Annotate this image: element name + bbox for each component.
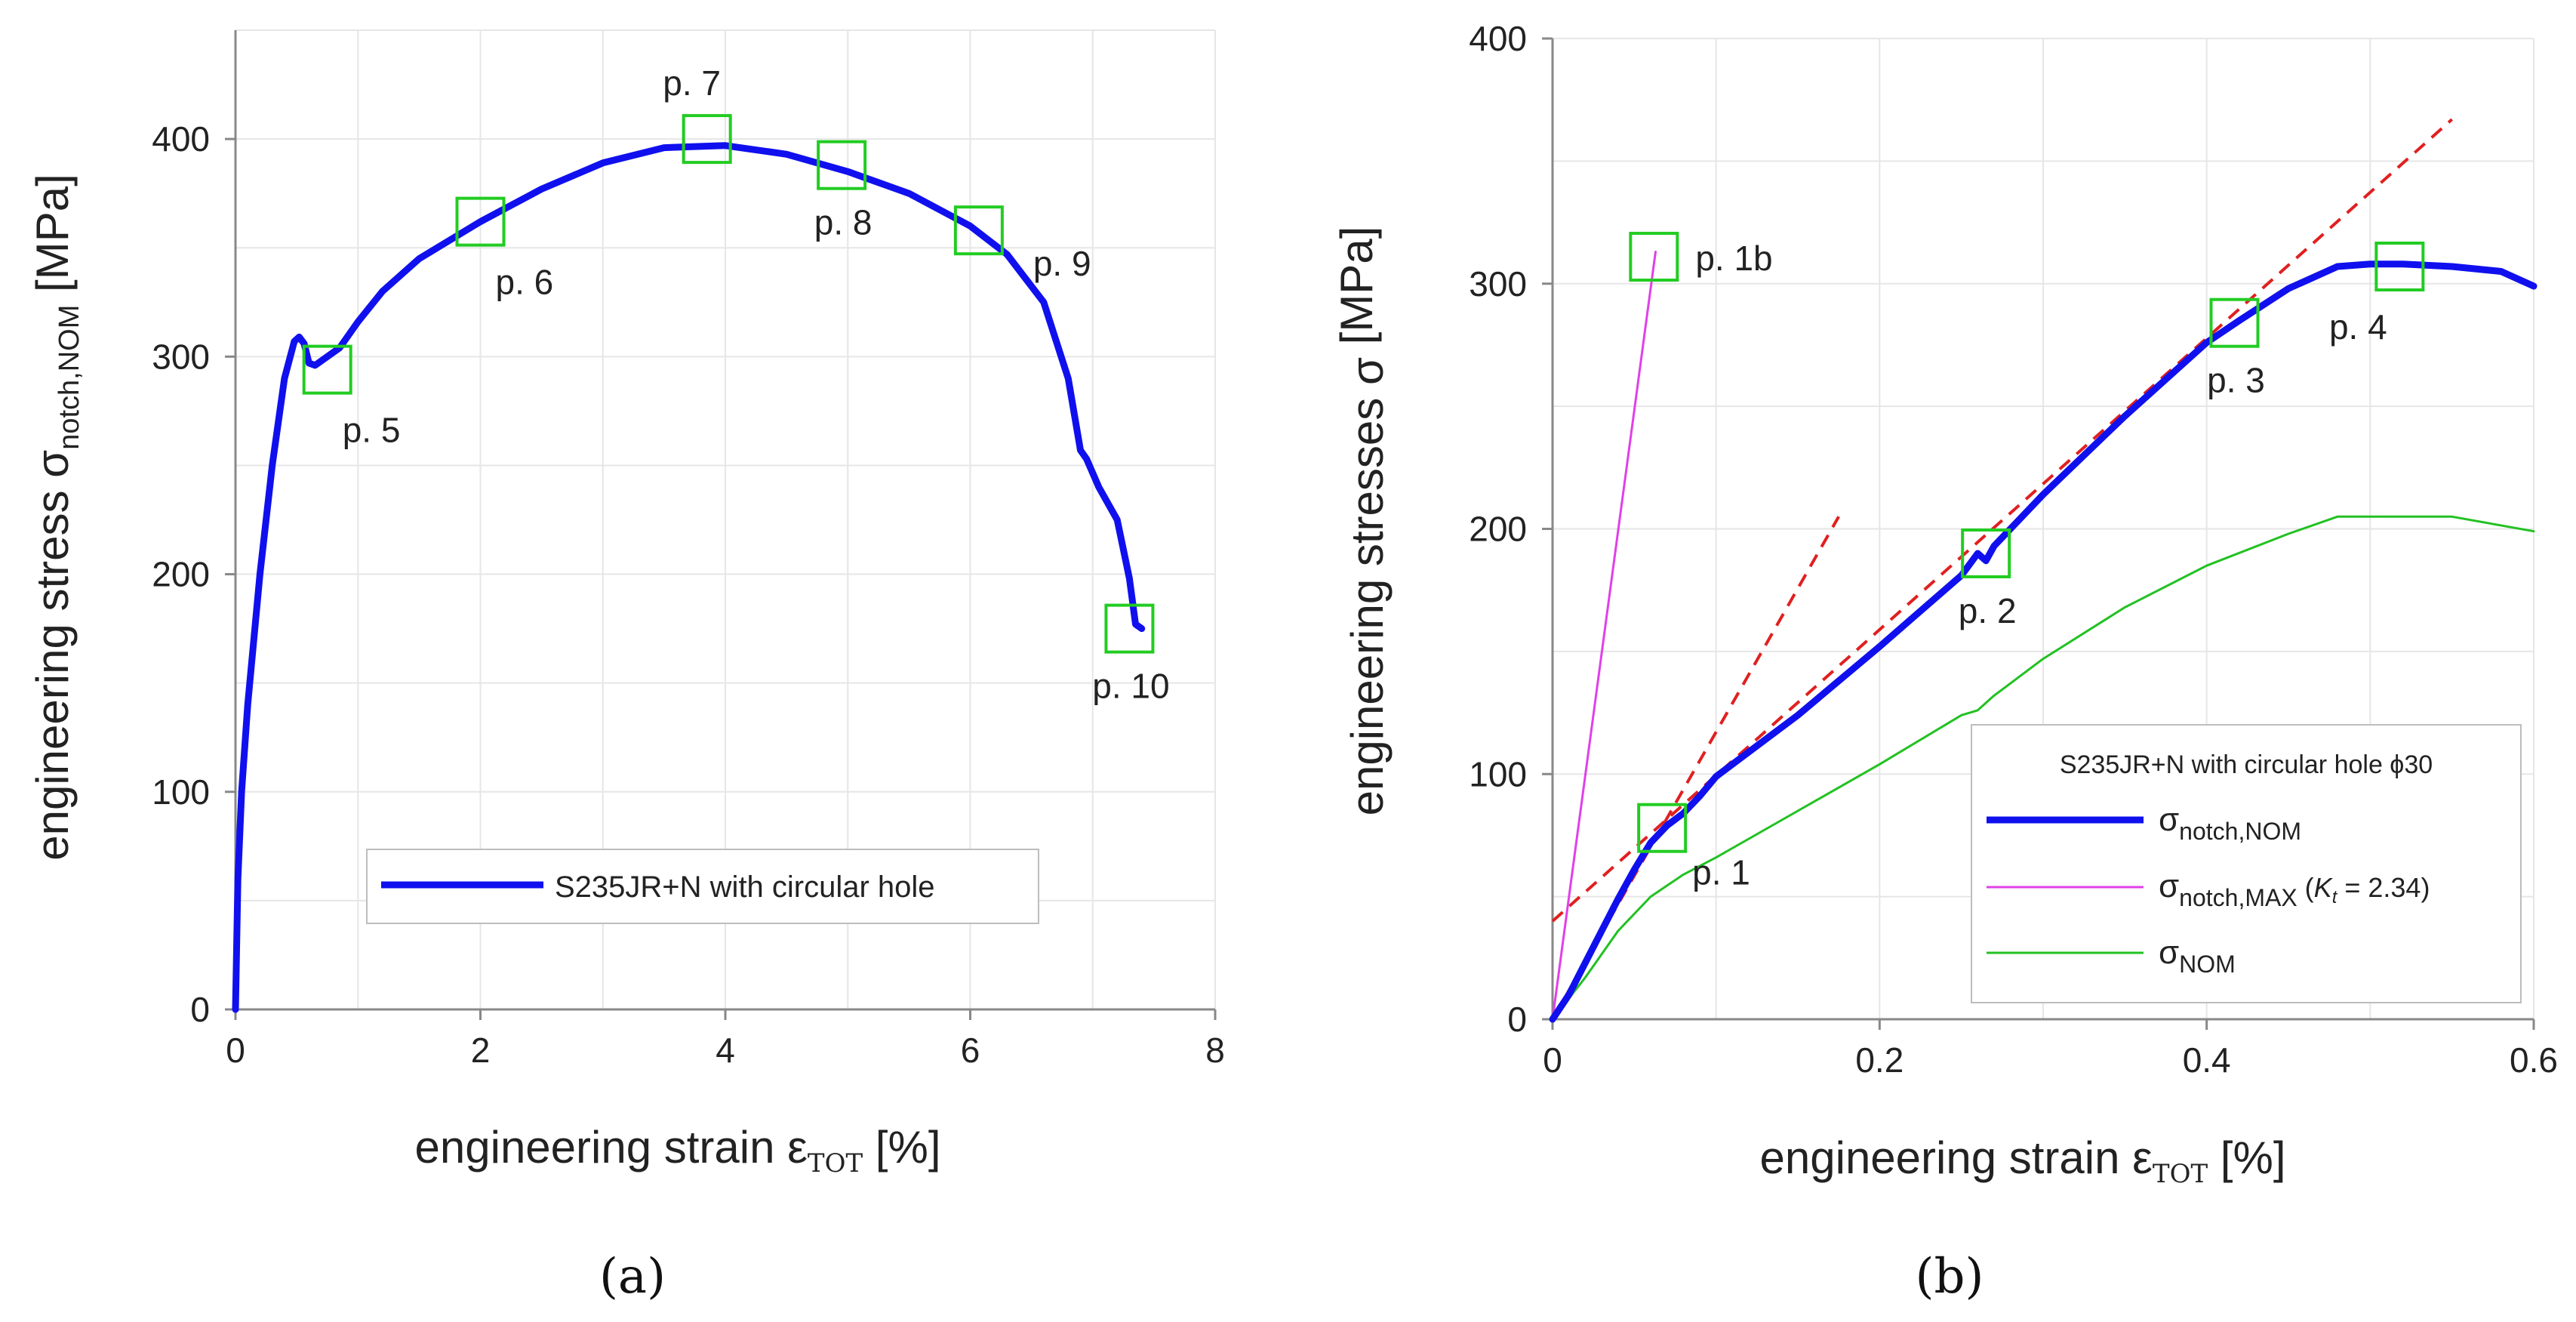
y-tick-label: 100 xyxy=(1469,754,1527,794)
point-label: p. 2 xyxy=(1959,591,2017,630)
chart-b-legend-box xyxy=(1971,724,2522,1003)
chart-a-series xyxy=(232,142,1146,1013)
point-label: p. 1 xyxy=(1692,853,1750,892)
chart-a-xlabel: engineering strain εTOT [%] xyxy=(415,1122,941,1179)
chart-a-markers: p. 5 p. 6 p. 7 p. 8 p. 9 p. 10 xyxy=(302,63,1170,706)
chart-a-ticks: 0 2 4 6 8 0 100 200 300 400 xyxy=(152,119,1225,1070)
series-line xyxy=(1551,251,1657,1021)
chart-b-legend-label-notch-nom: σnotch,NOM xyxy=(2159,801,2301,845)
caption-a: (a) xyxy=(599,1249,666,1305)
point-marker xyxy=(2374,242,2425,292)
point-label: p. 1b xyxy=(1695,239,1772,278)
chart-b-ylabel: engineering stresses σ [MPa] xyxy=(1331,226,1393,816)
point-label: p. 10 xyxy=(1092,667,1169,706)
point-marker xyxy=(1637,803,1688,853)
point-marker xyxy=(2209,297,2260,348)
point-marker xyxy=(1104,603,1155,654)
x-tick-label: 0.4 xyxy=(2183,1040,2231,1080)
y-tick-label: 0 xyxy=(1507,1000,1527,1039)
series-line xyxy=(232,142,1146,1013)
y-tick-label: 300 xyxy=(1469,264,1527,304)
y-tick-label: 200 xyxy=(1469,510,1527,549)
chart-b-legend-label-nom: σNOM xyxy=(2159,934,2236,978)
x-tick-label: 2 xyxy=(471,1031,491,1070)
y-tick-label: 400 xyxy=(152,119,210,159)
y-tick-label: 100 xyxy=(152,772,210,812)
y-tick-label: 300 xyxy=(152,337,210,376)
point-label: p. 3 xyxy=(2207,361,2265,400)
point-marker xyxy=(1961,528,2011,578)
point-marker xyxy=(302,344,352,395)
x-tick-label: 6 xyxy=(961,1031,980,1070)
y-tick-label: 200 xyxy=(152,555,210,594)
y-tick-label: 400 xyxy=(1469,19,1527,58)
x-tick-label: 0 xyxy=(226,1031,245,1070)
x-tick-label: 0.2 xyxy=(1855,1040,1904,1080)
x-tick-label: 0.6 xyxy=(2510,1040,2558,1080)
chart-b-legend-title: S235JR+N with circular hole ϕ30 xyxy=(2060,750,2433,779)
chart-a-ylabel: engineering stress σnotch,NOM [MPa] xyxy=(27,174,85,861)
chart-a-legend-label: S235JR+N with circular hole xyxy=(555,871,935,904)
point-label: p. 6 xyxy=(496,263,554,302)
x-tick-label: 4 xyxy=(716,1031,735,1070)
chart-b-xlabel: engineering strain εTOT [%] xyxy=(1760,1132,2286,1189)
chart-b-legend: S235JR+N with circular hole ϕ30 σnotch,N… xyxy=(1971,724,2522,1003)
chart-b-legend-label-notch-max: σnotch,MAX (Kt = 2.34) xyxy=(2159,867,2430,911)
point-label: p. 7 xyxy=(663,63,721,103)
series-line xyxy=(1551,515,2535,1021)
caption-b: (b) xyxy=(1916,1249,1984,1305)
point-marker xyxy=(682,114,732,165)
chart-a-legend: S235JR+N with circular hole xyxy=(366,849,1039,924)
point-label: p. 8 xyxy=(814,203,873,242)
y-tick-label: 0 xyxy=(190,990,210,1029)
point-marker xyxy=(455,196,506,247)
x-tick-label: 0 xyxy=(1543,1040,1562,1080)
point-marker xyxy=(817,140,867,190)
reference-line xyxy=(1551,118,2453,923)
point-label: p. 5 xyxy=(343,411,401,450)
point-label: p. 9 xyxy=(1033,244,1091,283)
x-tick-label: 8 xyxy=(1205,1031,1225,1070)
chart-b-ticks: 0 0.2 0.4 0.6 0 100 200 300 400 xyxy=(1469,19,2558,1080)
point-label: p. 4 xyxy=(2329,307,2387,347)
chart-b-markers: p. 1b p. 1 p. 2 p. 3 p. 4 xyxy=(1629,232,2425,892)
point-marker xyxy=(1629,232,1679,282)
point-marker xyxy=(953,205,1004,256)
